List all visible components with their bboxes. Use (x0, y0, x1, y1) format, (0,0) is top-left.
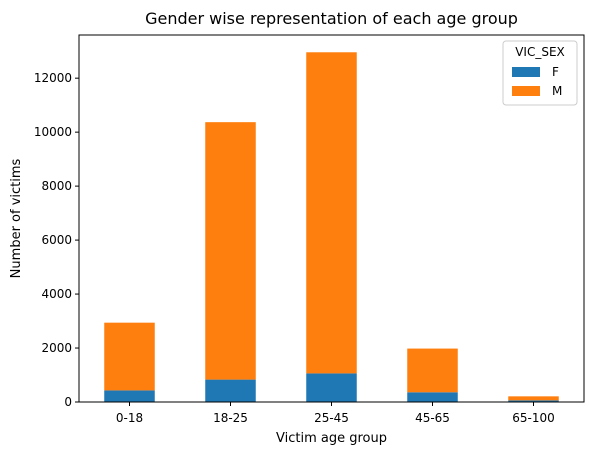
x-tick-label: 25-45 (314, 411, 349, 425)
y-axis-label: Number of victims (9, 158, 24, 278)
x-tick-label: 45-65 (415, 411, 450, 425)
legend-swatch-m (512, 86, 540, 96)
legend-label-m: M (552, 84, 562, 98)
x-axis: 0-18 18-25 25-45 45-65 65-100 (116, 402, 555, 425)
y-tick-label: 4000 (41, 287, 72, 301)
legend: VIC_SEX FM (502, 40, 578, 106)
y-axis: 0 2000 4000 6000 8000 10000 12000 (34, 71, 79, 409)
legend-title: VIC_SEX (515, 45, 565, 59)
y-tick-label: 6000 (41, 233, 72, 247)
y-tick-label: 12000 (34, 71, 72, 85)
x-tick-label: 0-18 (116, 411, 143, 425)
bar-f-65-100 (508, 400, 559, 402)
y-tick-label: 0 (64, 395, 72, 409)
chart-title: Gender wise representation of each age g… (145, 9, 518, 28)
bar-f-18-25 (205, 379, 256, 402)
bar-f-25-45 (306, 373, 357, 402)
y-tick-label: 8000 (41, 179, 72, 193)
legend-label-f: F (552, 65, 559, 79)
plot-frame (78, 34, 585, 403)
x-tick-label: 65-100 (512, 411, 555, 425)
bar-m-18-25 (205, 122, 256, 380)
x-tick-label: 18-25 (213, 411, 248, 425)
bars-group (104, 52, 559, 402)
bar-m-25-45 (306, 52, 357, 374)
bar-f-45-65 (407, 392, 458, 402)
bar-f-0-18 (104, 390, 155, 402)
y-tick-label: 2000 (41, 341, 72, 355)
bar-m-65-100 (508, 396, 559, 401)
x-axis-label: Victim age group (276, 431, 387, 446)
bar-m-0-18 (104, 322, 155, 391)
bar-m-45-65 (407, 348, 458, 393)
y-tick-label: 10000 (34, 125, 72, 139)
legend-swatch-f (512, 67, 540, 77)
